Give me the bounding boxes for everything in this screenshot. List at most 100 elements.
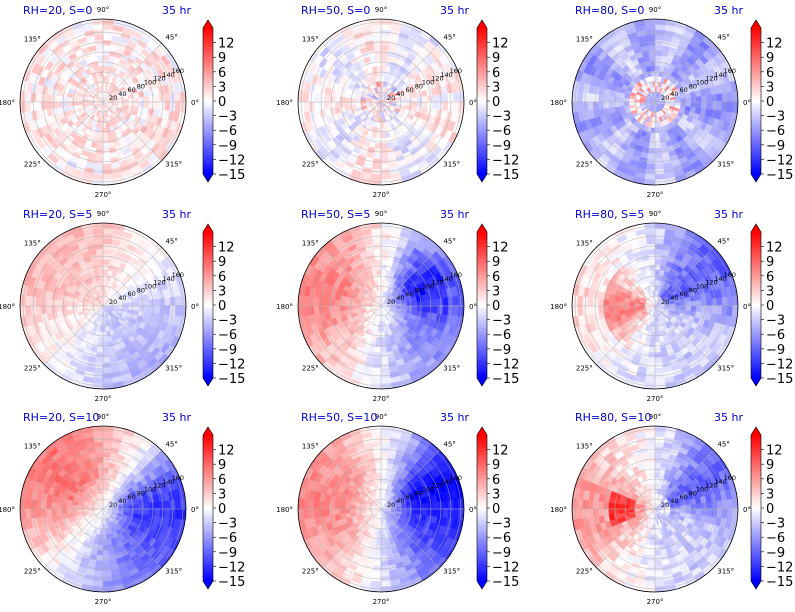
heatmap-cell	[577, 295, 584, 307]
radial-tick-label: 60	[679, 86, 687, 94]
heatmap-cell	[374, 352, 382, 359]
radial-tick-label: 120	[431, 75, 443, 83]
angle-tick-label: 90°	[649, 210, 661, 218]
heatmap-cell	[66, 301, 73, 307]
colorbar-tick-label: 0	[766, 299, 774, 314]
heatmap-cell	[380, 279, 385, 286]
heatmap-cell	[654, 173, 667, 180]
heatmap-cell	[369, 24, 382, 31]
colorbar-tick-label: 6	[218, 66, 226, 81]
heatmap-cell	[716, 296, 723, 307]
heatmap-cell	[149, 305, 156, 313]
heatmap-cell	[35, 297, 42, 307]
radial-tick-label: 100	[144, 79, 156, 87]
heatmap-cell	[411, 101, 418, 107]
colorbar-tick-label: −6	[766, 124, 785, 139]
heatmap-cell	[380, 228, 392, 235]
heatmap-cell	[650, 132, 656, 139]
heatmap-cell	[354, 302, 361, 307]
radial-tick-label: 40	[396, 294, 404, 302]
radial-tick-label: 80	[137, 82, 145, 90]
heatmap-cell	[371, 34, 382, 41]
angle-tick-label: 270°	[647, 191, 664, 199]
heatmap-cell	[654, 34, 664, 41]
heatmap-cell	[102, 55, 110, 62]
heatmap-cell	[380, 274, 386, 281]
heatmap-cell	[577, 101, 584, 114]
angle-tick-label: 90°	[375, 210, 387, 218]
heatmap-cell	[406, 305, 413, 311]
heatmap-cell	[380, 238, 390, 245]
heatmap-cell	[726, 305, 733, 317]
heatmap-cell	[442, 296, 449, 307]
panel-title: RH=50, S=0	[301, 4, 370, 17]
radial-tick-label: 140	[714, 71, 726, 79]
colorbar-tick-label: −9	[766, 343, 785, 358]
heatmap-cell	[651, 122, 656, 129]
angle-tick-label: 180°	[0, 303, 15, 311]
colorbar-gradient	[203, 28, 213, 174]
heatmap-cell	[380, 75, 385, 82]
heatmap-cell	[649, 341, 656, 348]
heatmap-cell	[95, 357, 104, 364]
heatmap-cell	[372, 163, 382, 170]
heatmap-cell	[102, 44, 111, 51]
radial-tick-label: 140	[440, 71, 452, 79]
angle-tick-label: 135°	[302, 35, 319, 43]
heatmap-cell	[452, 294, 459, 307]
heatmap-cell	[323, 298, 330, 307]
angular-gridline	[102, 43, 162, 103]
heatmap-cell	[726, 101, 733, 113]
heatmap-cell	[102, 24, 114, 31]
heatmap-cell	[643, 228, 656, 235]
heatmap-cell	[654, 60, 661, 67]
colorbar-tick-label: −3	[492, 110, 511, 125]
colorbar-tick-label: 12	[492, 37, 509, 52]
polar-frame	[19, 222, 187, 390]
angle-tick-label: 315°	[717, 365, 734, 373]
heatmap-cell	[654, 279, 659, 286]
angle-tick-label: 135°	[576, 35, 593, 43]
colorbar-tick-label: −9	[218, 139, 237, 154]
heatmap-cell	[66, 97, 73, 103]
angular-gridline	[322, 101, 382, 161]
panel-time-label: 35 hr	[714, 208, 743, 221]
heatmap-cell	[380, 49, 388, 56]
heatmap-cell	[97, 341, 104, 348]
heatmap-cell	[421, 305, 428, 313]
polar-grid	[20, 223, 186, 389]
heatmap-cell	[646, 163, 656, 170]
heatmap-cell	[654, 65, 660, 72]
heatmap-cell	[102, 259, 110, 266]
heatmap-cell	[716, 305, 723, 315]
angle-tick-label: 135°	[302, 239, 319, 247]
heatmap-cell	[643, 24, 656, 31]
colorbar-tick-label: −6	[492, 328, 511, 343]
radial-tick-label: 140	[162, 71, 174, 79]
polar-frame	[19, 18, 187, 186]
heatmap-cell	[654, 253, 662, 260]
radial-tick-label: 160	[724, 67, 736, 75]
angle-tick-label: 180°	[0, 99, 15, 107]
colorbar-tick-label: −12	[766, 357, 793, 372]
heatmap-cell	[654, 163, 665, 170]
colorbar-extend-max	[751, 20, 761, 28]
heatmap-cell	[380, 34, 390, 41]
heatmap-cell	[35, 101, 42, 112]
panel-title: RH=80, S=0	[575, 4, 644, 17]
angle-tick-label: 270°	[373, 395, 390, 403]
heatmap-cell	[623, 301, 630, 307]
colorbar-tick-label: −12	[492, 153, 519, 168]
heatmap-cell	[98, 336, 104, 343]
heatmap-cell	[25, 305, 32, 318]
heatmap-cell	[99, 326, 104, 333]
heatmap-cell	[123, 305, 130, 310]
heatmap-cell	[654, 377, 667, 384]
heatmap-cell	[45, 298, 52, 307]
heatmap-cell	[149, 101, 156, 109]
colorbar-tick-label: −6	[218, 328, 237, 343]
heatmap-cell	[102, 49, 110, 56]
angle-tick-label: 45°	[165, 237, 177, 245]
colorbar-tick-label: −6	[218, 124, 237, 139]
